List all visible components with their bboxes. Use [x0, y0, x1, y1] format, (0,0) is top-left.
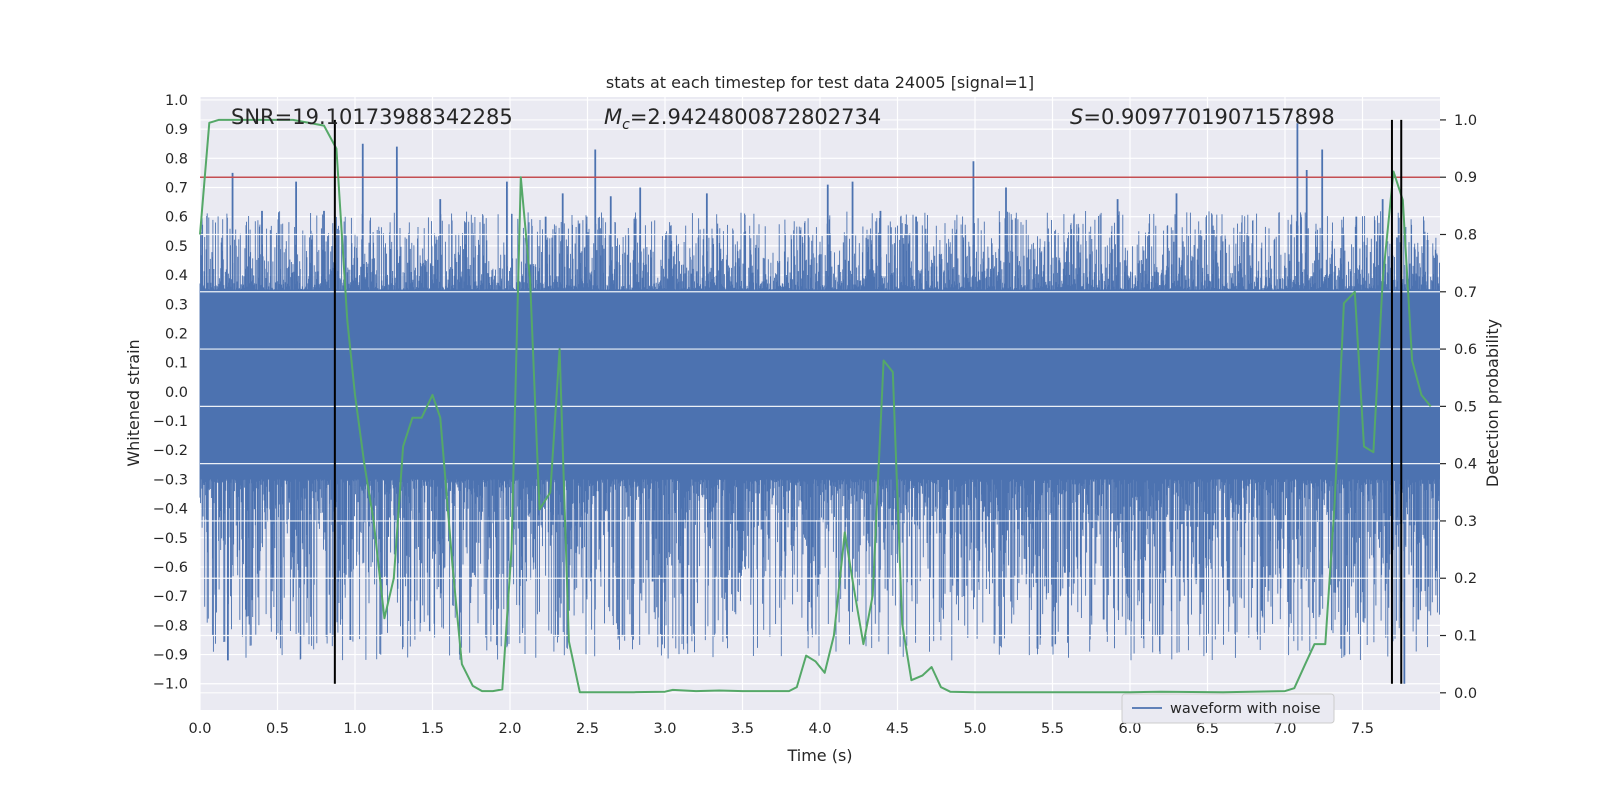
y-left-tick-label: −0.7	[153, 589, 188, 605]
y-left-tick-label: 0.5	[165, 239, 188, 255]
x-tick-label: 5.0	[963, 721, 986, 737]
chirp-mass-subscript: c	[622, 117, 630, 133]
y-left-tick-labels: 1.0 0.9 0.8 0.7 0.6 0.5 0.4 0.3 0.2 0.1 0.0 −0.1 −0.…	[153, 93, 188, 693]
y-left-tick-label: 0.7	[165, 180, 188, 196]
y-left-tick-label: −1.0	[153, 677, 188, 693]
y-right-tick-labels: 1.0 0.9 0.8 0.7 0.6 0.5 0.4 0.3 0.2 0.1 0.0	[1440, 113, 1477, 702]
x-tick-label: 4.5	[886, 721, 909, 737]
y-right-tick-label: 0.9	[1454, 170, 1477, 186]
vertical-marker-lines	[333, 119, 1403, 684]
x-tick-labels: 0.0 0.5 1.0 1.5 2.0 2.5 3.0 3.5 4.0 4.5 5.0 5.5 6.0 6…	[188, 721, 1374, 737]
y-right-tick-label: 0.2	[1454, 571, 1477, 587]
chart-title: stats at each timestep for test data 240…	[606, 73, 1034, 92]
score-annotation: S=0.9097701907157898	[1070, 105, 1335, 129]
x-tick-label: 0.5	[266, 721, 289, 737]
y-left-tick-label: 0.4	[165, 268, 188, 284]
x-axis-label: Time (s)	[786, 746, 852, 765]
y-left-tick-label: −0.6	[153, 560, 188, 576]
y-left-tick-label: 0.9	[165, 122, 188, 138]
x-tick-label: 7.0	[1273, 721, 1296, 737]
x-tick-label: 4.0	[808, 721, 831, 737]
y-right-tick-label: 0.4	[1454, 457, 1477, 473]
y-left-tick-label: 0.3	[165, 297, 188, 313]
x-tick-label: 6.0	[1118, 721, 1141, 737]
y-right-tick-label: 0.5	[1454, 399, 1477, 415]
y-left-tick-label: −0.1	[153, 414, 188, 430]
legend-box	[1121, 693, 1335, 724]
snr-annotation: SNR=19.10173988342285	[231, 105, 513, 129]
x-tick-label: 1.5	[421, 721, 444, 737]
y-left-tick-label: −0.4	[153, 502, 188, 518]
y-left-tick-label: −0.9	[153, 648, 188, 664]
y-right-tick-label: 0.6	[1454, 342, 1477, 358]
legend: waveform with noise	[1121, 693, 1335, 724]
y-right-tick-label: 0.1	[1454, 629, 1477, 645]
x-tick-label: 0.0	[188, 721, 211, 737]
y-left-tick-label: 0.2	[165, 326, 188, 342]
x-tick-label: 2.0	[498, 721, 521, 737]
y-left-tick-label: −0.8	[153, 618, 188, 634]
x-tick-label: 1.0	[343, 721, 366, 737]
chirp-mass-symbol: M	[604, 105, 622, 129]
y-right-tick-label: 0.8	[1454, 227, 1477, 243]
waveform-series	[199, 123, 1440, 684]
score-symbol: S	[1070, 105, 1083, 129]
y-right-tick-label: 1.0	[1454, 113, 1477, 129]
chirp-mass-value: =2.9424800872802734	[630, 105, 881, 129]
chirp-mass-annotation: Mc=2.9424800872802734	[604, 105, 881, 133]
legend-label-waveform: waveform with noise	[1170, 701, 1321, 717]
y-left-tick-label: −0.5	[153, 531, 188, 547]
y-left-tick-label: −0.3	[153, 472, 188, 488]
x-tick-label: 3.5	[731, 721, 754, 737]
y-right-tick-label: 0.3	[1454, 514, 1477, 530]
y-left-tick-label: 0.1	[165, 356, 188, 372]
x-tick-label: 5.5	[1041, 721, 1064, 737]
detection-probability-series	[199, 118, 1432, 694]
y-left-tick-label: 0.6	[165, 210, 188, 226]
y-axis-label-right: Detection probability	[1483, 319, 1502, 487]
waveform-core	[200, 289, 1440, 480]
y-left-tick-label: 0.0	[165, 385, 188, 401]
y-right-tick-label: 0.7	[1454, 285, 1477, 301]
y-left-tick-label: 1.0	[165, 93, 188, 109]
x-tick-label: 3.0	[653, 721, 676, 737]
y-left-tick-label: −0.2	[153, 443, 188, 459]
x-tick-label: 7.5	[1351, 721, 1374, 737]
x-tick-label: 2.5	[576, 721, 599, 737]
y-right-tick-label: 0.0	[1454, 686, 1477, 702]
y-left-tick-label: 0.8	[165, 151, 188, 167]
detection-probability-line	[199, 118, 1432, 694]
score-value: =0.9097701907157898	[1083, 105, 1334, 129]
x-tick-label: 6.5	[1196, 721, 1219, 737]
y-axis-label-left: Whitened strain	[124, 339, 143, 466]
